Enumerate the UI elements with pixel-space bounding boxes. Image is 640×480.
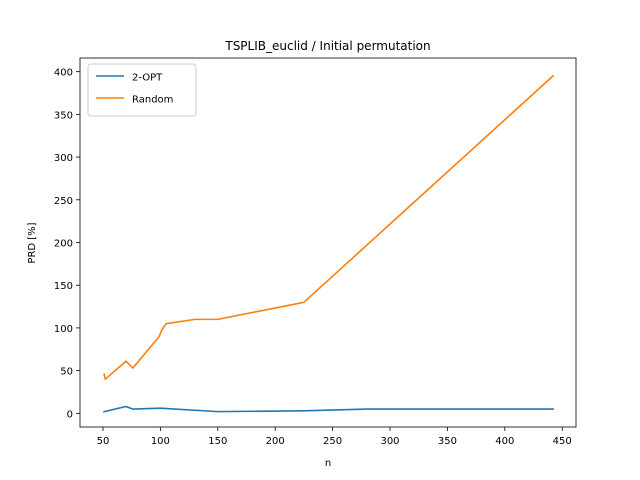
y-tick-label: 350	[54, 110, 73, 121]
series-line-2-opt	[103, 405, 554, 413]
x-tick-label: 150	[208, 436, 227, 447]
x-tick-label: 200	[266, 436, 285, 447]
x-tick-label: 250	[323, 436, 342, 447]
chart-title: TSPLIB_euclid / Initial permutation	[224, 39, 430, 53]
legend-box	[87, 63, 197, 117]
series-lines	[103, 74, 555, 413]
x-tick-label: 450	[553, 436, 572, 447]
y-tick-label: 50	[60, 367, 73, 378]
y-tick-label: 400	[54, 68, 73, 79]
x-axis-label: n	[325, 458, 331, 469]
legend: 2-OPT Random	[87, 63, 197, 117]
series-line-random	[103, 74, 555, 380]
y-tick-label: 150	[54, 281, 73, 292]
y-tick-label: 250	[54, 196, 73, 207]
legend-label: Random	[132, 95, 173, 106]
x-tick-label: 400	[495, 436, 514, 447]
x-axis: 50 100 150 200 250 300 350 400 450	[97, 427, 572, 447]
y-axis-label: PRD [%]	[27, 222, 38, 263]
y-axis: 0 50 100 150 200 250 300 350 400	[54, 68, 80, 420]
y-tick-label: 200	[54, 239, 73, 250]
x-tick-label: 50	[97, 436, 110, 447]
x-tick-label: 100	[151, 436, 170, 447]
legend-label: 2-OPT	[132, 73, 163, 84]
x-tick-label: 350	[438, 436, 457, 447]
y-tick-label: 100	[54, 324, 73, 335]
y-tick-label: 300	[54, 153, 73, 164]
x-tick-label: 300	[380, 436, 399, 447]
y-tick-label: 0	[67, 409, 73, 420]
